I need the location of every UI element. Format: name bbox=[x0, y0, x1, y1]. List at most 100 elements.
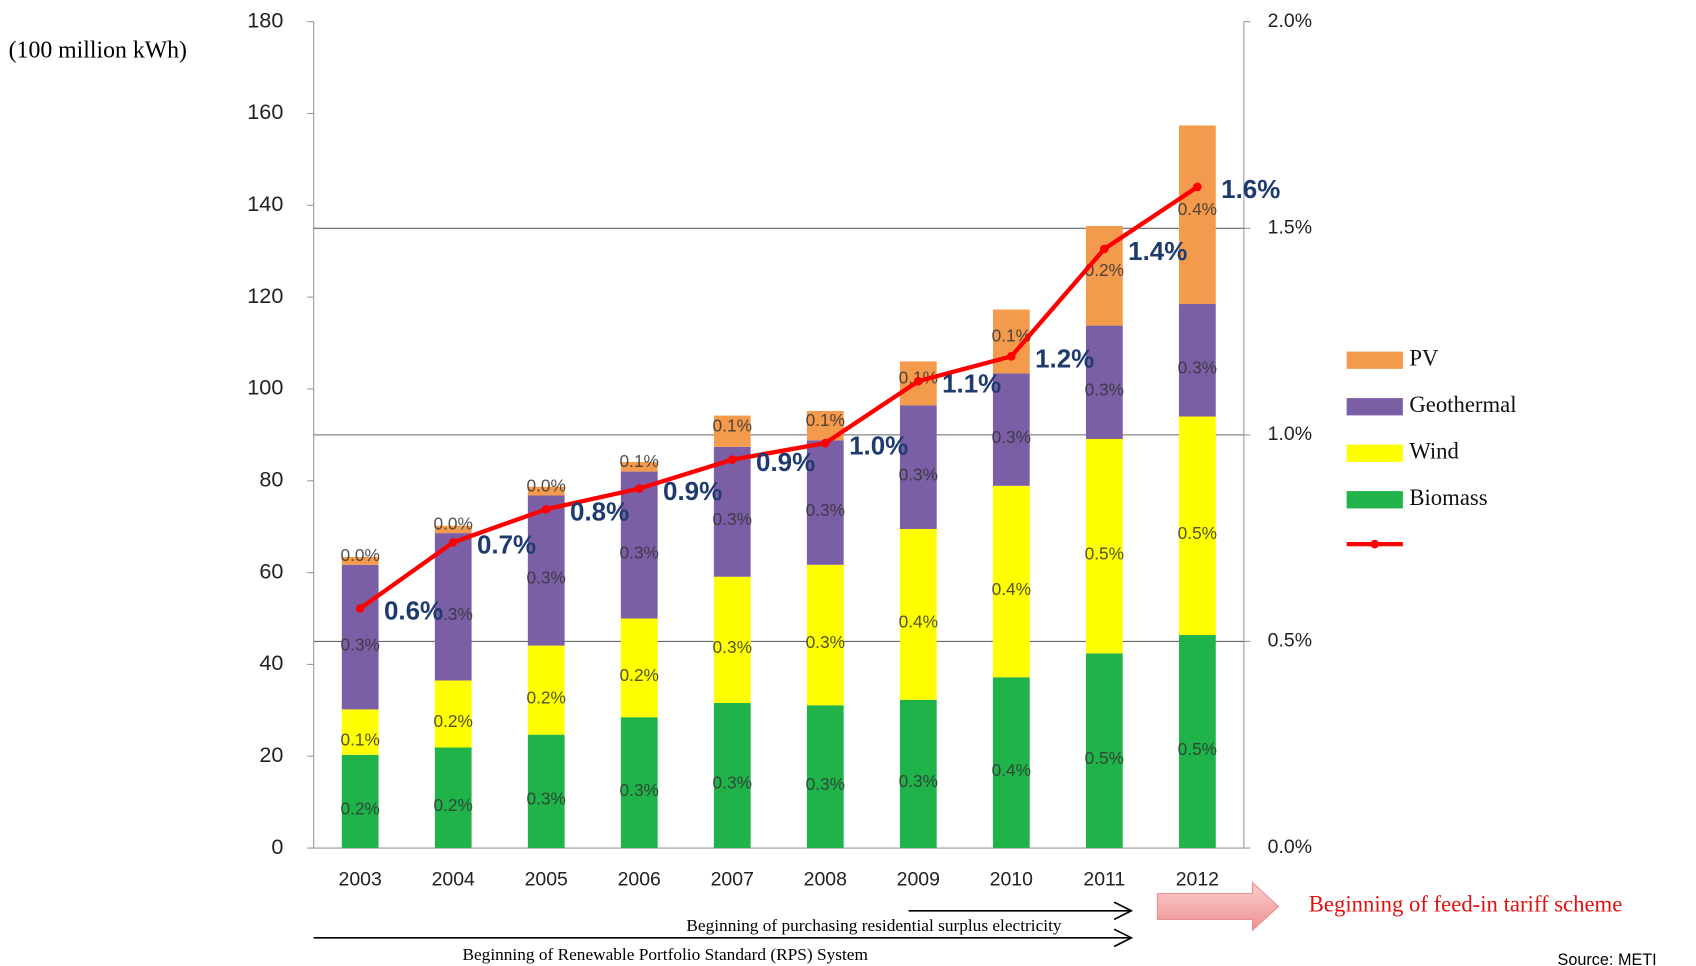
line-point bbox=[913, 376, 923, 386]
line-label: 1.6% bbox=[1221, 176, 1280, 204]
share-label: 0.3% bbox=[899, 771, 938, 791]
line-point bbox=[448, 537, 458, 547]
rps-arrow bbox=[313, 928, 1134, 948]
line-label: 1.0% bbox=[849, 432, 908, 460]
x-tick-label: 2012 bbox=[1176, 869, 1219, 891]
line-label: 1.2% bbox=[1035, 346, 1094, 374]
bar-segment bbox=[713, 446, 751, 577]
legend-swatch bbox=[1346, 351, 1403, 369]
bar-segment bbox=[1178, 635, 1216, 849]
y-tick-label: 140 bbox=[247, 191, 283, 216]
bar-segment bbox=[620, 471, 658, 619]
share-label: 0.3% bbox=[433, 604, 472, 624]
bar-segment bbox=[899, 405, 937, 529]
legend-label: Geothermal bbox=[1409, 392, 1516, 417]
share-label: 0.5% bbox=[1085, 543, 1124, 563]
share-label: 0.2% bbox=[527, 687, 566, 707]
share-label: 0.2% bbox=[340, 799, 379, 819]
x-tick-label: 2005 bbox=[525, 869, 568, 891]
bar-segment bbox=[527, 645, 565, 735]
x-tick-label: 2003 bbox=[339, 869, 382, 891]
line-label: 0.6% bbox=[384, 598, 443, 626]
bar-segment bbox=[713, 415, 751, 447]
share-label: 0.0% bbox=[340, 545, 379, 565]
y-tick-label: 120 bbox=[247, 283, 283, 308]
line-point bbox=[1007, 352, 1016, 361]
bar-segment bbox=[341, 556, 379, 565]
share-label: 0.2% bbox=[620, 665, 659, 685]
line-point bbox=[1193, 182, 1202, 192]
share-label: 0.4% bbox=[1178, 199, 1217, 219]
bar-segment bbox=[620, 618, 658, 718]
bar-segment bbox=[1085, 653, 1123, 849]
bar-segment bbox=[620, 717, 658, 849]
bar-segment bbox=[434, 747, 472, 849]
share-label: 0.3% bbox=[992, 427, 1031, 447]
bar-segment bbox=[992, 373, 1030, 486]
line-label: 0.7% bbox=[477, 531, 536, 559]
share-label: 0.4% bbox=[992, 760, 1031, 780]
share-label: 0.3% bbox=[620, 542, 659, 562]
x-tick-label: 2007 bbox=[711, 869, 754, 891]
share-label: 0.3% bbox=[527, 789, 566, 809]
legend-label: PV bbox=[1409, 345, 1439, 370]
bar-segment bbox=[713, 702, 751, 849]
share-label: 0.0% bbox=[433, 514, 472, 534]
line-point bbox=[634, 484, 644, 493]
line-label: 0.9% bbox=[756, 449, 815, 477]
share-label: 0.1% bbox=[713, 415, 752, 435]
y-tick-label: 160 bbox=[247, 99, 283, 124]
bar-segment bbox=[434, 525, 472, 534]
y-tick-label: 0 bbox=[271, 834, 283, 859]
share-label: 0.1% bbox=[620, 451, 659, 471]
share-label: 0.1% bbox=[992, 326, 1031, 346]
line-point bbox=[541, 504, 551, 514]
legend-marker bbox=[1370, 539, 1380, 549]
y-tick-label: 180 bbox=[247, 7, 283, 32]
legend-swatch bbox=[1346, 491, 1403, 509]
share-label: 0.3% bbox=[1085, 380, 1124, 400]
bar-segment bbox=[806, 705, 844, 849]
bar-segment bbox=[341, 564, 379, 710]
share-label: 0.3% bbox=[806, 500, 845, 520]
line-label: 1.1% bbox=[942, 370, 1001, 398]
annotation: Beginning of feed-in tariff scheme bbox=[1309, 892, 1623, 917]
y-tick-label: 100 bbox=[247, 375, 283, 400]
bar-segment bbox=[527, 495, 565, 646]
share-label: 0.3% bbox=[340, 634, 379, 654]
share-label: 0.2% bbox=[1085, 260, 1124, 280]
line-point bbox=[727, 455, 737, 464]
source: Source: METI bbox=[1558, 951, 1657, 966]
bar-segment bbox=[713, 576, 751, 703]
share-label: 0.5% bbox=[1178, 739, 1217, 759]
annotation: Beginning of purchasing residential surp… bbox=[686, 916, 1062, 935]
share-label: 0.3% bbox=[527, 568, 566, 588]
bar-segment bbox=[1178, 304, 1216, 417]
bar-segment bbox=[341, 754, 379, 849]
share-label: 0.1% bbox=[806, 410, 845, 430]
bar-segment bbox=[1178, 125, 1216, 305]
line-point bbox=[1100, 244, 1109, 254]
x-tick-label: 2006 bbox=[618, 869, 661, 891]
bar-segment bbox=[620, 461, 658, 472]
y2-tick-label: 2.0% bbox=[1268, 10, 1312, 32]
residential-arrow bbox=[908, 901, 1134, 921]
share-label: 0.2% bbox=[433, 795, 472, 815]
share-label: 0.3% bbox=[713, 509, 752, 529]
y-tick-label: 60 bbox=[259, 558, 283, 583]
share-label: 0.2% bbox=[433, 711, 472, 731]
share-label: 0.3% bbox=[713, 773, 752, 793]
annotation: Beginning of Renewable Portfolio Standar… bbox=[462, 945, 868, 964]
bar-segment bbox=[1085, 438, 1123, 654]
line-label: 1.4% bbox=[1128, 238, 1187, 266]
bar-segment bbox=[806, 440, 844, 565]
fit-arrow bbox=[1156, 881, 1280, 932]
x-tick-label: 2008 bbox=[804, 869, 847, 891]
y-axis-label: (100 million kWh) bbox=[9, 37, 187, 63]
share-label: 0.3% bbox=[713, 637, 752, 657]
legend-label: Wind bbox=[1409, 438, 1459, 463]
bar-segment bbox=[1085, 325, 1123, 439]
line-label: 0.9% bbox=[663, 478, 722, 506]
bar-segment bbox=[527, 734, 565, 849]
